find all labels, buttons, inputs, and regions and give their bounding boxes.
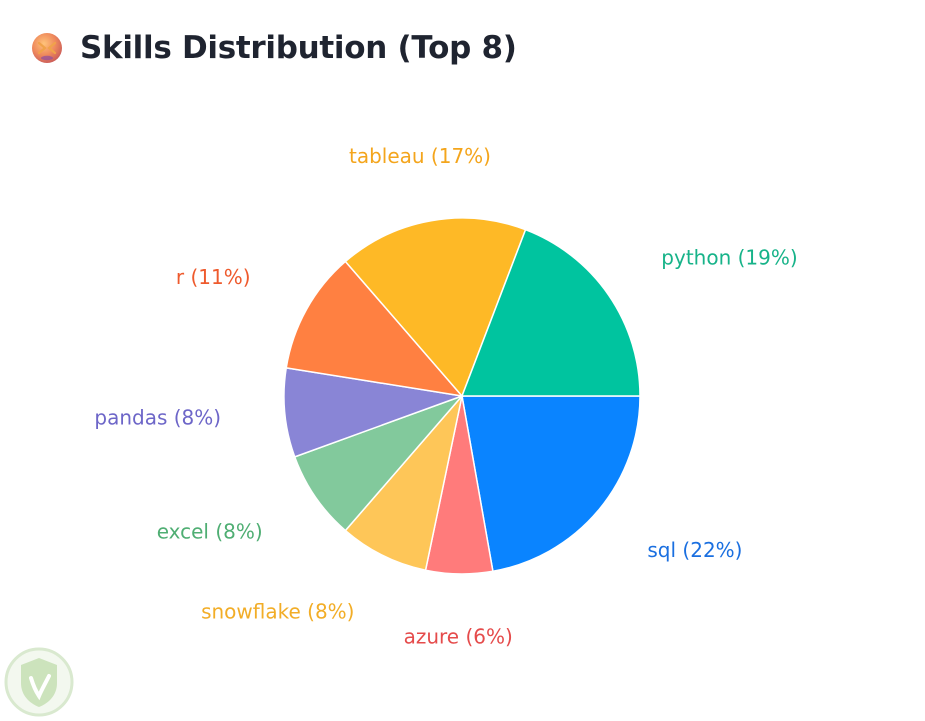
shield-logo-icon	[4, 647, 74, 717]
pie-label-python: python (19%)	[661, 245, 797, 269]
pie-label-pandas: pandas (8%)	[94, 406, 221, 430]
pie-label-excel: excel (8%)	[157, 520, 263, 544]
pie-label-snowflake: snowflake (8%)	[201, 599, 354, 623]
pie-label-tableau: tableau (17%)	[349, 144, 491, 168]
pie-label-sql: sql (22%)	[647, 538, 742, 562]
chart-title: Skills Distribution (Top 8)	[80, 30, 517, 66]
mask-icon	[32, 33, 62, 63]
pie-label-r: r (11%)	[176, 265, 251, 289]
pie-slice-tableau[interactable]	[344, 217, 527, 398]
pie-slice-snowflake[interactable]	[344, 393, 464, 572]
pie-slice-excel[interactable]	[293, 394, 465, 532]
pie-label-azure: azure (6%)	[404, 625, 513, 649]
chart-header: Skills Distribution (Top 8)	[30, 28, 517, 68]
pie-slices	[283, 217, 641, 575]
pie-slice-python[interactable]	[460, 228, 641, 397]
pie-slice-sql[interactable]	[461, 395, 641, 573]
pie-labels: sql (22%) azure (6%) snowflake (8%) excel (…	[94, 144, 797, 648]
pie-slice-r[interactable]	[285, 260, 464, 398]
pie-slice-pandas[interactable]	[283, 367, 465, 458]
